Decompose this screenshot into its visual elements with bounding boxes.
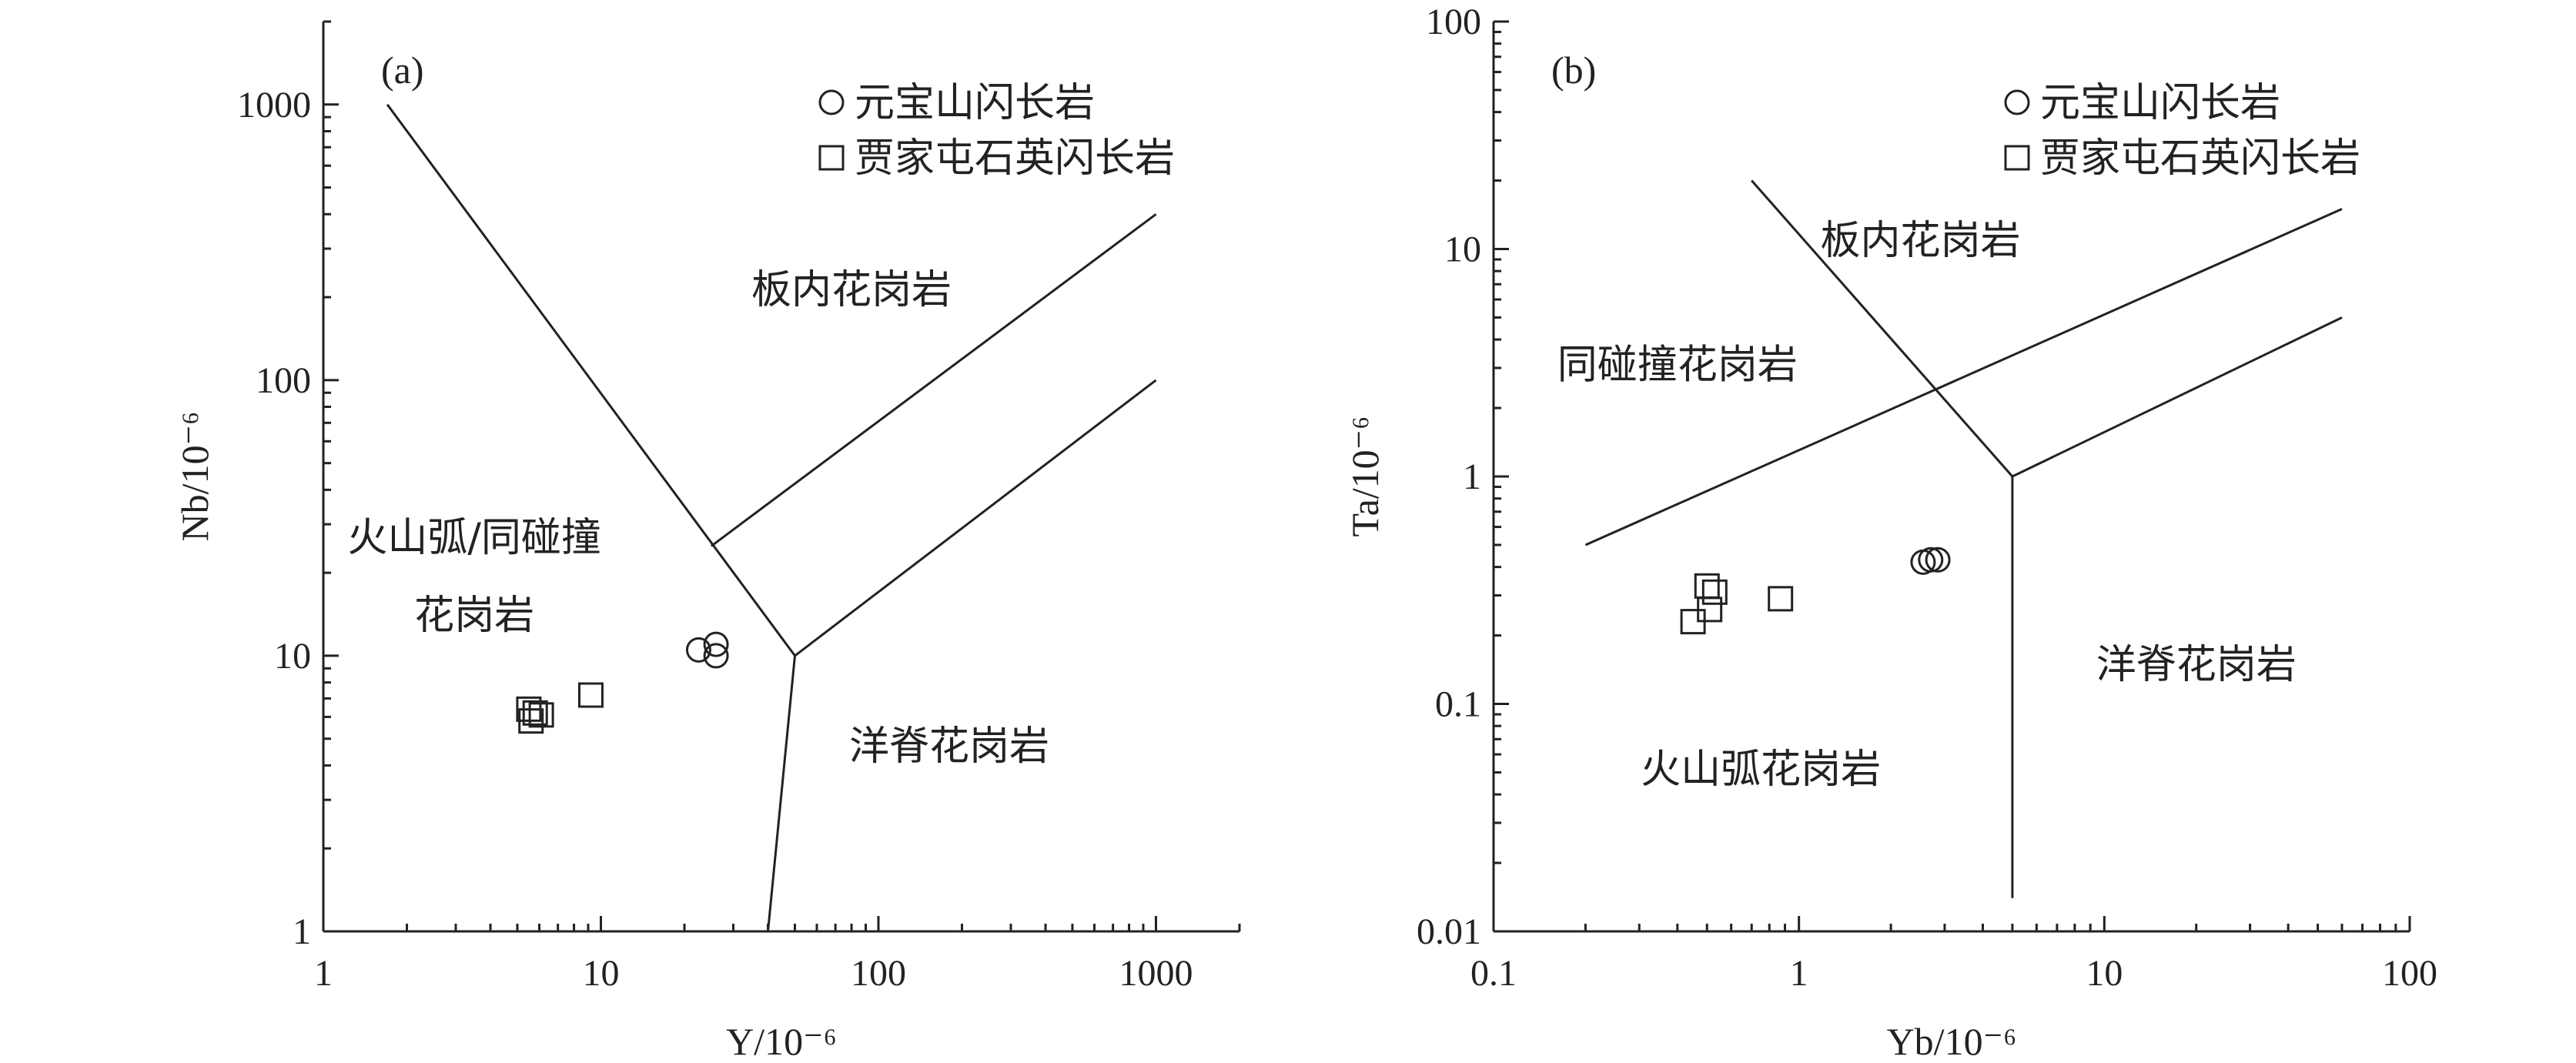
data-point-square (577, 682, 604, 708)
data-point-square (518, 708, 544, 734)
region-label: 板内花岗岩 (1821, 218, 2021, 264)
x-tick-label: 100 (2382, 953, 2437, 994)
x-axis-title: Y/10⁻⁶ (726, 1020, 837, 1063)
data-point-circle (1925, 547, 1951, 573)
field-boundary (1584, 208, 2343, 547)
panel-label: (b) (1551, 48, 1596, 92)
y-axis-title: Ta/10⁻⁶ (1343, 416, 1387, 537)
y-tick-label: 100 (1426, 2, 1481, 42)
x-tick-label: 1000 (1119, 953, 1193, 994)
data-point-square (522, 700, 548, 726)
region-label: 同碰撞花岗岩 (1557, 343, 1798, 389)
y-tick-label: 100 (256, 360, 311, 401)
data-point-circle (1918, 547, 1944, 573)
region-label: 板内花岗岩 (751, 267, 952, 313)
panel-a: 1 10 100 1000 1 10 100 1000 Y/10⁻⁶ Nb/10⁻⁶ (a) 板内花岗… (173, 20, 1241, 1063)
legend-marker-circle (2004, 89, 2030, 115)
x-axis-title: Yb/10⁻⁶ (1887, 1020, 2017, 1063)
x-tick-label: 0.1 (1470, 953, 1517, 994)
region-label: 火山弧花岗岩 (1641, 747, 1881, 793)
legend-marker-square (2004, 145, 2030, 171)
y-tick-label: 0.01 (1417, 911, 1481, 952)
y-tick-label: 0.1 (1435, 684, 1481, 725)
region-label: 洋脊花岗岩 (2096, 642, 2297, 688)
region-label: 火山弧/同碰撞 (347, 515, 601, 561)
y-tick-label: 1 (293, 911, 311, 952)
x-tick-label: 1 (1790, 953, 1808, 994)
y-tick-label: 1 (1463, 456, 1481, 497)
panel-b: 0.1 1 10 1000.010.1110100Yb/10⁻⁶Ta/10⁻⁶(b)板… (1343, 2, 2437, 1063)
legend-label: 贾家屯石英闪长岩 (855, 135, 1175, 182)
field-boundary (794, 379, 1157, 657)
region-label: 洋脊花岗岩 (849, 724, 1049, 770)
data-point-square (1701, 579, 1728, 605)
legend-marker-square (818, 145, 845, 171)
data-point-circle (703, 643, 729, 669)
x-tick-label: 100 (851, 953, 906, 994)
data-point-square (528, 702, 554, 728)
y-tick-label: 10 (1444, 229, 1481, 270)
x-tick-label: 10 (582, 953, 619, 994)
data-point-circle (703, 631, 729, 657)
data-point-square (1694, 573, 1720, 599)
data-point-circle (685, 637, 711, 663)
data-point-square (1680, 609, 1706, 635)
legend-label: 元宝山闪长岩 (855, 80, 1095, 126)
legend-label: 贾家屯石英闪长岩 (2040, 135, 2360, 182)
data-point-square (1768, 586, 1794, 612)
field-boundary (2012, 316, 2343, 478)
x-tick-label: 1 (314, 953, 333, 994)
y-tick-label: 10 (274, 636, 311, 677)
y-axis-title: Nb/10⁻⁶ (173, 412, 216, 542)
legend-marker-circle (818, 89, 845, 115)
y-tick-label: 1000 (237, 85, 311, 125)
field-boundary (711, 213, 1157, 547)
legend-label: 元宝山闪长岩 (2040, 80, 2280, 126)
region-label: 花岗岩 (414, 593, 534, 639)
x-tick-label: 10 (2086, 953, 2123, 994)
panel-label: (a) (381, 48, 424, 92)
